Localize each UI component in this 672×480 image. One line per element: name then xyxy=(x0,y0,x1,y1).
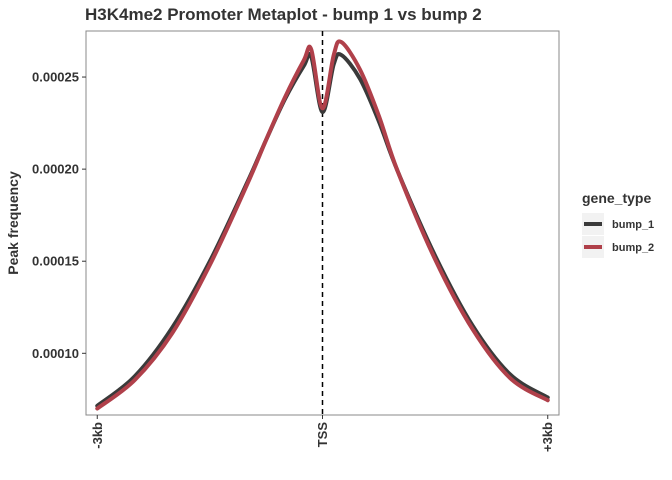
y-tick-label: 0.00025 xyxy=(32,70,79,85)
series-layer xyxy=(95,39,550,411)
y-axis-title: Peak frequency xyxy=(5,171,21,275)
x-tick-label: TSS xyxy=(315,422,330,448)
y-axis: 0.00010 0.00015 0.00020 0.00025 xyxy=(32,70,86,361)
legend-label: bump_2 xyxy=(612,242,654,254)
y-tick-label: 0.00010 xyxy=(32,346,79,361)
y-tick-label: 0.00015 xyxy=(32,254,79,269)
x-tick-label: -3kb xyxy=(90,422,105,449)
chart-title: H3K4me2 Promoter Metaplot - bump 1 vs bu… xyxy=(85,5,482,24)
legend-title: gene_type xyxy=(582,190,651,206)
x-tick-label: +3kb xyxy=(540,422,555,452)
y-tick-label: 0.00020 xyxy=(32,162,79,177)
series-line-bump_2 xyxy=(95,39,550,411)
legend: gene_type bump_1 bump_2 xyxy=(582,190,654,258)
legend-label: bump_1 xyxy=(612,219,654,231)
x-axis: -3kb TSS +3kb xyxy=(90,415,555,452)
